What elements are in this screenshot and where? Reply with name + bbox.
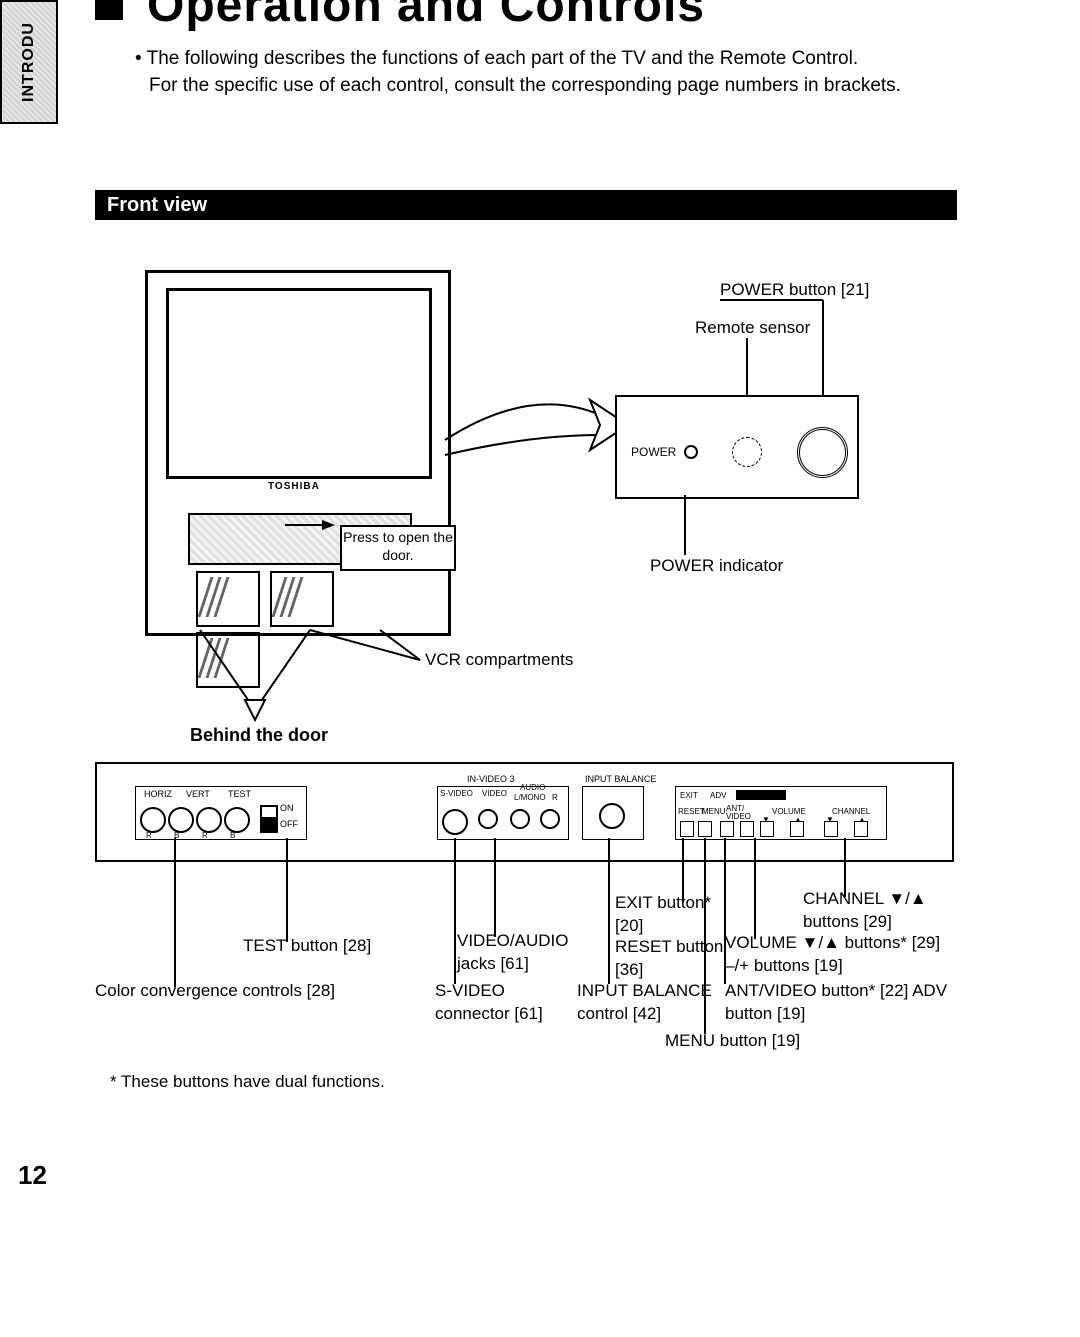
panel-callouts: TEST button [28] Color convergence contr…	[95, 860, 950, 1060]
vcr-slots	[196, 571, 406, 627]
button-icon	[720, 821, 734, 837]
video-audio-jacks: S-VIDEO VIDEO AUDIO L/MONO R	[437, 786, 569, 840]
callout-color: Color convergence controls [28]	[95, 980, 335, 1003]
callout-vcr: VCR compartments	[425, 650, 573, 670]
open-door-callout: Press to open the door.	[340, 525, 456, 571]
callout-svideo: S-VIDEO connector [61]	[435, 980, 575, 1026]
button-icon	[824, 821, 838, 837]
chapter-tab-text: INTRODU	[20, 22, 38, 102]
jack-icon	[478, 809, 498, 829]
button-icon	[680, 821, 694, 837]
behind-the-door-heading: Behind the door	[190, 725, 328, 746]
dial-icon	[140, 807, 166, 833]
power-label: POWER	[631, 445, 676, 459]
callout-power-button: POWER button [21]	[720, 280, 869, 300]
tv-screen	[166, 288, 432, 479]
control-buttons: EXIT ADV RESET MENU ANT/ VIDEO VOLUME CH…	[675, 786, 887, 840]
page-number: 12	[18, 1160, 47, 1191]
button-icon	[760, 821, 774, 837]
dial-icon	[168, 807, 194, 833]
callout-power-indicator: POWER indicator	[650, 556, 783, 576]
callout-ant: ANT/VIDEO button* [22] ADV button [19]	[725, 980, 955, 1026]
button-icon	[854, 821, 868, 837]
callout-volume: VOLUME ▼/▲ buttons* [29] –/+ buttons [19…	[725, 932, 955, 978]
jack-icon	[442, 809, 468, 835]
intro-paragraph: The following describes the functions of…	[135, 46, 935, 99]
dial-icon	[224, 807, 250, 833]
switch-icon	[260, 819, 278, 833]
tv-brand: TOSHIBA	[268, 481, 320, 492]
tv-outline: TOSHIBA Press to open the door.	[145, 270, 451, 636]
front-view-diagram: TOSHIBA Press to open the door. POWER PO…	[130, 260, 950, 760]
dial-icon	[196, 807, 222, 833]
intro-line1: The following describes the functions of…	[135, 48, 858, 69]
jack-icon	[540, 809, 560, 829]
jack-icon	[510, 809, 530, 829]
page-title: Operation and Controls	[95, 0, 705, 33]
callout-va: VIDEO/AUDIO jacks [61]	[457, 930, 587, 976]
remote-sensor-icon	[732, 437, 762, 467]
callout-menu: MENU button [19]	[665, 1030, 800, 1053]
button-icon	[740, 821, 754, 837]
vcr-slot	[196, 632, 260, 688]
convergence-group: HORIZ VERT TEST ON OFF R B R B	[135, 786, 307, 840]
power-button-icon	[797, 427, 848, 478]
section-heading: Front view	[95, 190, 957, 220]
power-indicator-icon	[684, 445, 698, 459]
title-text: Operation and Controls	[147, 0, 705, 33]
callout-test: TEST button [28]	[243, 935, 371, 958]
switch-icon	[260, 805, 278, 819]
vcr-slot	[270, 571, 334, 627]
footnote: * These buttons have dual functions.	[110, 1072, 385, 1092]
input-balance	[582, 786, 644, 840]
intro-line2: For the specific use of each control, co…	[149, 73, 901, 100]
strip-icon	[736, 790, 786, 800]
balance-dial-icon	[599, 803, 625, 829]
button-icon	[790, 821, 804, 837]
callout-exit: EXIT button* [20]	[615, 892, 735, 938]
title-bullet	[95, 0, 123, 20]
zoom-arrow	[440, 380, 630, 470]
callout-input-balance: INPUT BALANCE control [42]	[577, 980, 727, 1026]
callout-remote-sensor: Remote sensor	[695, 318, 810, 338]
vcr-slot	[196, 571, 260, 627]
chapter-tab: INTRODU	[0, 0, 58, 124]
callout-channel: CHANNEL ▼/▲ buttons [29]	[803, 888, 953, 934]
zoom-panel: POWER	[615, 395, 859, 499]
panel-outline: HORIZ VERT TEST ON OFF R B R B IN-VIDEO …	[95, 762, 954, 862]
button-icon	[698, 821, 712, 837]
